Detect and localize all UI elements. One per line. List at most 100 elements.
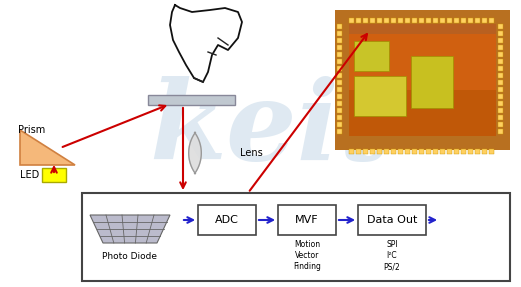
FancyBboxPatch shape <box>440 149 445 154</box>
FancyBboxPatch shape <box>482 149 487 154</box>
FancyBboxPatch shape <box>461 18 466 23</box>
FancyBboxPatch shape <box>498 73 503 78</box>
FancyBboxPatch shape <box>337 122 342 127</box>
FancyBboxPatch shape <box>454 18 459 23</box>
FancyBboxPatch shape <box>498 129 503 134</box>
FancyBboxPatch shape <box>349 34 496 90</box>
FancyBboxPatch shape <box>337 80 342 85</box>
FancyBboxPatch shape <box>426 149 431 154</box>
Text: LED: LED <box>20 170 39 180</box>
Polygon shape <box>20 130 75 165</box>
FancyBboxPatch shape <box>498 122 503 127</box>
FancyBboxPatch shape <box>468 149 473 154</box>
FancyBboxPatch shape <box>398 18 403 23</box>
FancyBboxPatch shape <box>468 18 473 23</box>
Text: Lens: Lens <box>240 148 263 158</box>
FancyBboxPatch shape <box>498 94 503 99</box>
FancyBboxPatch shape <box>337 45 342 50</box>
Text: MVF: MVF <box>295 215 319 225</box>
FancyBboxPatch shape <box>498 87 503 92</box>
FancyBboxPatch shape <box>454 149 459 154</box>
FancyBboxPatch shape <box>440 18 445 23</box>
FancyBboxPatch shape <box>349 80 496 136</box>
FancyBboxPatch shape <box>498 66 503 71</box>
FancyBboxPatch shape <box>475 149 480 154</box>
FancyBboxPatch shape <box>482 18 487 23</box>
FancyBboxPatch shape <box>198 205 256 235</box>
FancyBboxPatch shape <box>475 18 480 23</box>
Text: Data Out: Data Out <box>367 215 417 225</box>
FancyBboxPatch shape <box>337 59 342 64</box>
FancyBboxPatch shape <box>363 18 368 23</box>
Text: Photo Diode: Photo Diode <box>103 252 157 261</box>
FancyBboxPatch shape <box>412 18 417 23</box>
Text: Motion
Vector
Finding: Motion Vector Finding <box>293 240 321 271</box>
FancyBboxPatch shape <box>337 87 342 92</box>
FancyBboxPatch shape <box>447 18 452 23</box>
FancyBboxPatch shape <box>358 205 426 235</box>
FancyBboxPatch shape <box>337 31 342 36</box>
FancyBboxPatch shape <box>377 149 382 154</box>
FancyBboxPatch shape <box>433 18 438 23</box>
FancyBboxPatch shape <box>356 149 361 154</box>
FancyBboxPatch shape <box>354 41 389 71</box>
FancyBboxPatch shape <box>412 149 417 154</box>
FancyBboxPatch shape <box>82 193 510 281</box>
FancyBboxPatch shape <box>405 149 410 154</box>
FancyBboxPatch shape <box>337 94 342 99</box>
FancyBboxPatch shape <box>419 149 424 154</box>
FancyBboxPatch shape <box>337 24 342 29</box>
FancyBboxPatch shape <box>337 108 342 113</box>
FancyBboxPatch shape <box>354 76 406 116</box>
FancyBboxPatch shape <box>349 24 496 136</box>
Polygon shape <box>170 5 242 82</box>
FancyBboxPatch shape <box>384 149 389 154</box>
FancyBboxPatch shape <box>377 18 382 23</box>
FancyBboxPatch shape <box>498 108 503 113</box>
FancyBboxPatch shape <box>398 149 403 154</box>
FancyBboxPatch shape <box>337 101 342 106</box>
Text: keit: keit <box>150 76 391 184</box>
FancyBboxPatch shape <box>337 52 342 57</box>
FancyBboxPatch shape <box>391 149 396 154</box>
FancyBboxPatch shape <box>42 168 66 182</box>
FancyBboxPatch shape <box>498 38 503 43</box>
FancyBboxPatch shape <box>498 45 503 50</box>
FancyBboxPatch shape <box>498 24 503 29</box>
FancyBboxPatch shape <box>405 18 410 23</box>
FancyBboxPatch shape <box>337 129 342 134</box>
Polygon shape <box>90 215 170 243</box>
FancyBboxPatch shape <box>337 38 342 43</box>
FancyBboxPatch shape <box>370 18 375 23</box>
FancyBboxPatch shape <box>349 18 354 23</box>
FancyBboxPatch shape <box>335 10 510 150</box>
FancyBboxPatch shape <box>337 73 342 78</box>
FancyBboxPatch shape <box>337 115 342 120</box>
FancyBboxPatch shape <box>278 205 336 235</box>
FancyBboxPatch shape <box>489 149 494 154</box>
FancyBboxPatch shape <box>447 149 452 154</box>
FancyBboxPatch shape <box>498 59 503 64</box>
FancyBboxPatch shape <box>498 52 503 57</box>
FancyBboxPatch shape <box>419 18 424 23</box>
FancyBboxPatch shape <box>391 18 396 23</box>
FancyBboxPatch shape <box>370 149 375 154</box>
FancyBboxPatch shape <box>498 80 503 85</box>
FancyBboxPatch shape <box>337 66 342 71</box>
FancyBboxPatch shape <box>461 149 466 154</box>
FancyBboxPatch shape <box>498 101 503 106</box>
Polygon shape <box>148 95 235 105</box>
FancyBboxPatch shape <box>489 18 494 23</box>
FancyBboxPatch shape <box>363 149 368 154</box>
FancyBboxPatch shape <box>426 18 431 23</box>
Text: ADC: ADC <box>215 215 239 225</box>
Text: SPI
I²C
PS/2: SPI I²C PS/2 <box>383 240 400 271</box>
FancyBboxPatch shape <box>498 31 503 36</box>
FancyBboxPatch shape <box>498 115 503 120</box>
FancyBboxPatch shape <box>384 18 389 23</box>
Polygon shape <box>189 132 201 174</box>
Text: Prism: Prism <box>18 125 45 135</box>
FancyBboxPatch shape <box>356 18 361 23</box>
FancyBboxPatch shape <box>433 149 438 154</box>
FancyBboxPatch shape <box>349 149 354 154</box>
